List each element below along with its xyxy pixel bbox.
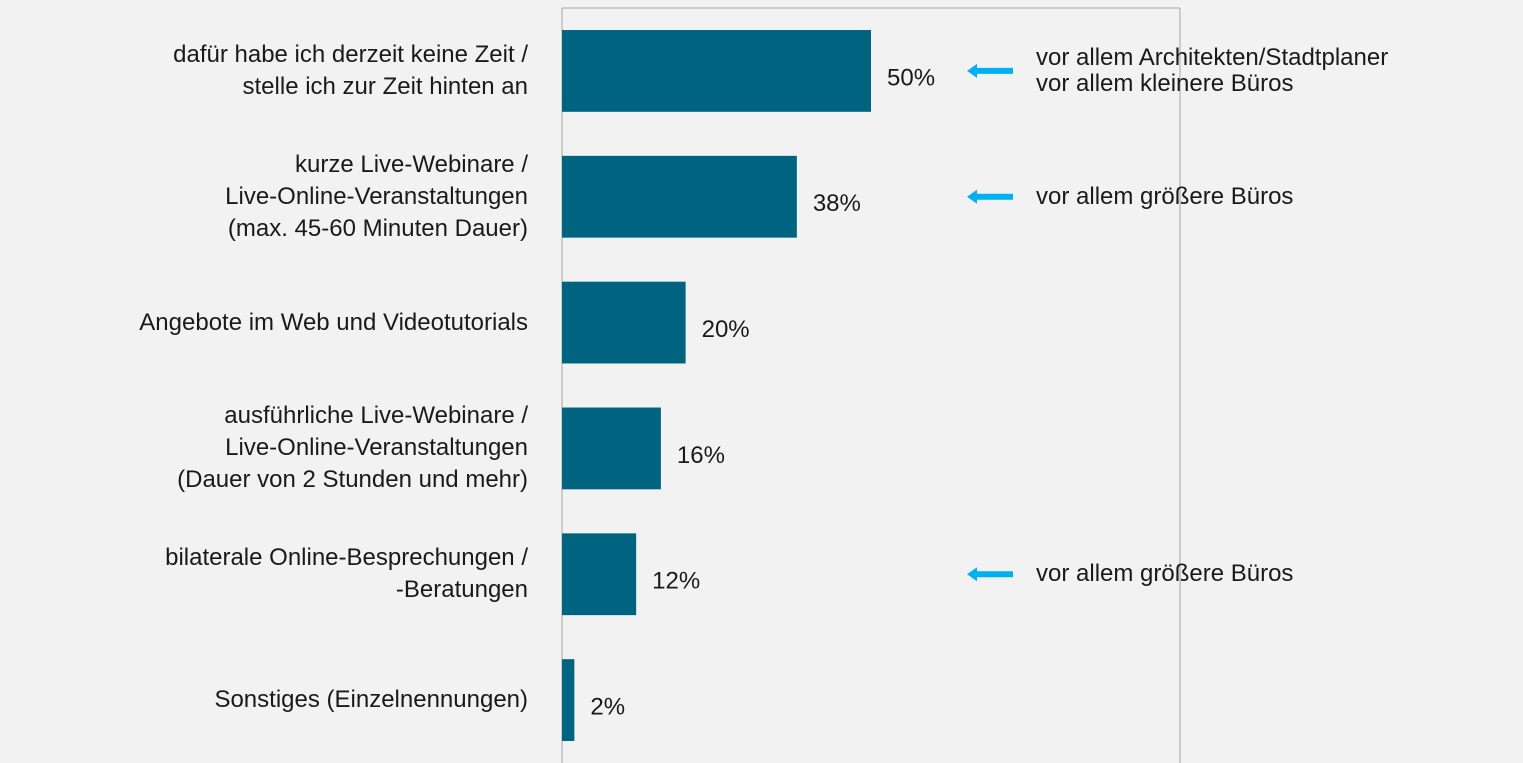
annotation: vor allem größere Büros xyxy=(1036,560,1294,588)
value-label: 2% xyxy=(590,693,625,720)
category-label: dafür habe ich derzeit keine Zeit / stel… xyxy=(173,40,528,100)
annotation: vor allem größere Büros xyxy=(1036,182,1294,210)
value-label: 38% xyxy=(813,190,861,217)
value-label: 50% xyxy=(887,64,935,91)
category-label: kurze Live-Webinare / Live-Online-Verans… xyxy=(225,150,528,242)
bar xyxy=(562,659,575,741)
category-label: ausführliche Live-Webinare / Live-Online… xyxy=(177,402,528,494)
value-label: 12% xyxy=(652,568,700,595)
bar xyxy=(562,155,797,238)
category-label: bilaterale Online-Besprechungen / -Berat… xyxy=(165,544,528,604)
bar xyxy=(562,533,637,616)
annotation-arrow xyxy=(967,189,1013,204)
annotation-arrow xyxy=(967,63,1013,78)
category-label: Sonstiges (Einzelnennungen) xyxy=(214,686,528,714)
value-label: 20% xyxy=(702,316,750,343)
category-label: Angebote im Web und Videotutorials xyxy=(139,308,528,336)
bar xyxy=(562,407,661,490)
annotation-arrow xyxy=(967,567,1013,582)
annotation: vor allem Architekten/Stadtplaner vor al… xyxy=(1036,43,1389,97)
bar xyxy=(562,30,871,112)
bar xyxy=(562,281,686,364)
value-label: 16% xyxy=(677,442,725,469)
